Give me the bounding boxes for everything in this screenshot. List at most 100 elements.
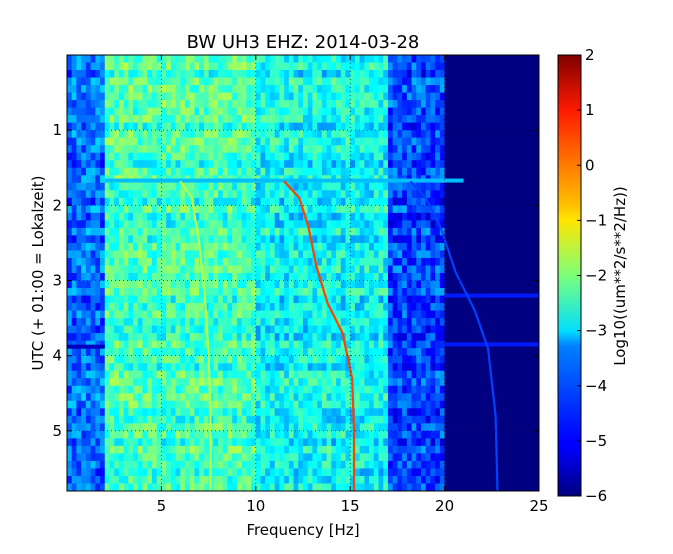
spectrogram-cell xyxy=(454,355,460,364)
spectrogram-cell xyxy=(81,303,87,312)
spectrogram-cell xyxy=(213,152,219,161)
spectrogram-cell xyxy=(236,190,243,199)
spectrogram-cell xyxy=(317,318,323,327)
spectrogram-cell xyxy=(203,107,210,116)
spectrogram-cell xyxy=(402,363,408,372)
spectrogram-cell xyxy=(218,348,224,357)
spectrogram-cell xyxy=(90,265,96,274)
spectrogram-cell xyxy=(520,235,526,244)
spectrogram-cell xyxy=(321,182,328,191)
spectrogram-cell xyxy=(67,212,73,221)
spectrogram-cell xyxy=(458,355,465,364)
spectrogram-cell xyxy=(203,197,210,206)
spectrogram-cell xyxy=(189,145,196,154)
spectrogram-cell xyxy=(194,250,200,259)
spectrogram-cell xyxy=(208,100,214,109)
spectrogram-cell xyxy=(118,167,125,176)
spectrogram-cell xyxy=(76,55,82,64)
spectrogram-cell xyxy=(331,85,337,94)
spectrogram-cell xyxy=(71,227,78,237)
spectrogram-cell xyxy=(185,423,191,432)
spectrogram-cell xyxy=(265,77,271,86)
spectrogram-cell xyxy=(402,400,408,409)
spectrogram-cell xyxy=(430,130,436,139)
spectrogram-cell xyxy=(487,273,493,282)
spectrogram-cell xyxy=(387,370,394,379)
spectrogram-cell xyxy=(67,77,73,86)
spectrogram-cell xyxy=(449,160,455,169)
spectrogram-cell xyxy=(345,408,351,417)
spectrogram-cell xyxy=(288,190,295,199)
spectrogram-cell xyxy=(293,370,299,379)
spectrogram-cell xyxy=(354,333,361,342)
spectrogram-cell xyxy=(161,257,167,267)
spectrogram-cell xyxy=(118,160,125,169)
spectrogram-cell xyxy=(397,130,403,139)
spectrogram-cell xyxy=(222,77,229,86)
spectrogram-cell xyxy=(529,152,535,161)
spectrogram-cell xyxy=(515,92,521,101)
spectrogram-cell xyxy=(402,145,408,154)
spectrogram-cell xyxy=(397,280,403,289)
spectrogram-cell xyxy=(496,167,502,176)
spectrogram-cell xyxy=(194,70,200,79)
spectrogram-cell xyxy=(402,257,408,267)
spectrogram-cell xyxy=(364,220,370,229)
spectrogram-cell xyxy=(425,137,432,146)
spectrogram-cell xyxy=(232,235,238,244)
spectrogram-cell xyxy=(185,107,191,116)
spectrogram-cell xyxy=(288,325,295,334)
spectrogram-cell xyxy=(284,55,290,64)
spectrogram-cell xyxy=(251,325,257,334)
spectrogram-cell xyxy=(369,100,375,109)
spectrogram-cell xyxy=(317,197,323,206)
spectrogram-cell xyxy=(430,408,436,417)
spectrogram-cell xyxy=(133,333,139,342)
spectrogram-cell xyxy=(534,130,539,139)
spectrogram-cell xyxy=(383,363,389,372)
spectrogram-cell xyxy=(510,167,516,176)
spectrogram-cell xyxy=(435,423,441,432)
spectrogram-cell xyxy=(104,423,111,432)
spectrogram-cell xyxy=(166,385,172,394)
spectrogram-cell xyxy=(458,55,465,64)
spectrogram-cell xyxy=(383,182,389,191)
spectrogram-cell xyxy=(100,242,106,252)
spectrogram-cell xyxy=(255,348,262,357)
spectrogram-cell xyxy=(137,393,144,402)
spectrogram-cell xyxy=(387,190,394,199)
spectrogram-cell xyxy=(439,378,446,387)
spectrogram-cell xyxy=(251,295,257,304)
spectrogram-cell xyxy=(515,212,521,221)
spectrogram-cell xyxy=(222,55,229,64)
spectrogram-cell xyxy=(85,295,92,304)
spectrogram-cell xyxy=(529,227,535,237)
spectrogram-cell xyxy=(293,85,299,94)
spectrogram-cell xyxy=(260,288,266,297)
spectrogram-cell xyxy=(251,355,257,364)
spectrogram-cell xyxy=(255,378,262,387)
spectrogram-cell xyxy=(510,212,516,221)
spectrogram-cell xyxy=(71,348,78,357)
spectrogram-cell xyxy=(411,227,417,237)
spectrogram-cell xyxy=(359,257,365,267)
spectrogram-cell xyxy=(482,288,488,297)
spectrogram-cell xyxy=(90,250,96,259)
spectrogram-cell xyxy=(194,145,200,154)
spectrogram-cell xyxy=(194,100,200,109)
spectrogram-cell xyxy=(416,400,422,409)
spectrogram-cell xyxy=(435,182,441,191)
spectrogram-cell xyxy=(406,227,413,237)
spectrogram-cell xyxy=(208,92,214,101)
spectrogram-cell xyxy=(137,400,144,409)
spectrogram-cell xyxy=(505,55,512,64)
spectrogram-cell xyxy=(246,212,252,221)
spectrogram-cell xyxy=(279,273,285,282)
spectrogram-cell xyxy=(350,273,356,282)
spectrogram-cell xyxy=(326,242,332,252)
spectrogram-cell xyxy=(336,408,342,417)
spectrogram-cell xyxy=(109,107,115,116)
spectrogram-cell xyxy=(402,370,408,379)
spectrogram-cell xyxy=(185,62,191,71)
spectrogram-cell xyxy=(208,77,214,86)
